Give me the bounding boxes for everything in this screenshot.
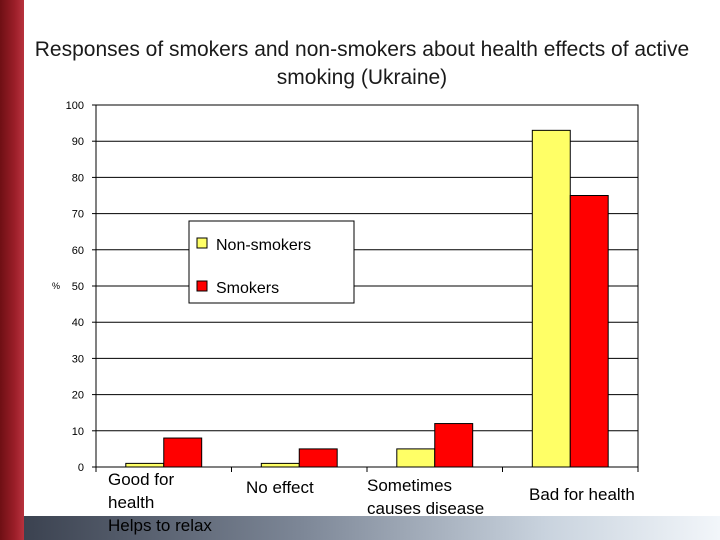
- category-label-sometimes-causes-disease: Sometimes causes disease: [367, 476, 485, 518]
- bar-non-smokers-1: [260, 462, 300, 468]
- legend-label-non-smokers: Non-smokers: [216, 237, 311, 254]
- bar-non-smokers-2: [396, 448, 436, 468]
- category-label-bad-for-health: Bad for health: [529, 485, 635, 504]
- y-tick-label: 80: [72, 172, 84, 184]
- slide-side-bar: [0, 0, 24, 540]
- y-tick-label: 100: [66, 100, 84, 112]
- bar-smokers-0: [163, 437, 203, 468]
- legend-swatch-smokers: [196, 280, 208, 292]
- y-tick-label: 70: [72, 209, 84, 221]
- bar-non-smokers-0: [125, 462, 165, 468]
- y-tick-label: 30: [72, 353, 84, 365]
- category-label-good-for-health: Good for health Helps to relax: [108, 470, 212, 535]
- y-tick-label: 40: [72, 317, 84, 329]
- legend-label-smokers: Smokers: [216, 280, 279, 297]
- x-axis: [95, 467, 639, 472]
- bar-non-smokers-3: [531, 129, 571, 468]
- y-axis: 0 10 20 30 40 50 60 70 80 90 100: [66, 100, 96, 474]
- y-tick-label: 20: [72, 390, 84, 402]
- y-tick-label: 90: [72, 136, 84, 148]
- y-axis-label: %: [52, 281, 60, 291]
- bar-smokers-2: [434, 423, 474, 468]
- legend-box: [188, 220, 355, 304]
- y-tick-label: 10: [72, 426, 84, 438]
- chart-title: Responses of smokers and non-smokers abo…: [34, 38, 690, 89]
- y-tick-label: 0: [78, 462, 84, 474]
- y-tick-label: 50: [72, 281, 84, 293]
- legend: Non-smokers Smokers: [188, 220, 355, 304]
- bars: [125, 129, 609, 468]
- legend-swatch-non-smokers: [196, 237, 208, 249]
- y-tick-label: 60: [72, 245, 84, 257]
- category-label-no-effect: No effect: [246, 478, 314, 497]
- bar-smokers-3: [569, 195, 609, 468]
- slide-bottom-strip: [24, 516, 720, 540]
- bar-smokers-1: [298, 448, 338, 468]
